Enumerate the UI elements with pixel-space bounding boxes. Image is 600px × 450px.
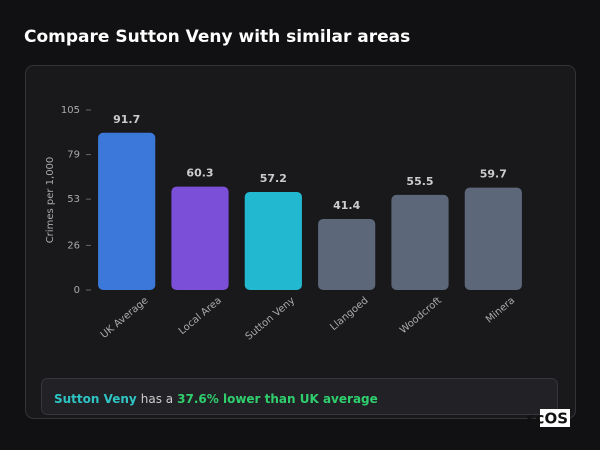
summary-text: Sutton Veny has a 37.6% lower than UK aver… <box>54 392 378 406</box>
y-tick-label: 0 <box>74 285 80 296</box>
value-label: 91.7 <box>113 113 140 126</box>
summary-plain: has a <box>141 392 173 406</box>
y-axis-label: Crimes per 1,000 <box>45 157 56 244</box>
bar <box>318 219 376 290</box>
value-label: 41.4 <box>333 199 360 212</box>
bar <box>391 194 449 290</box>
y-tick-label: 26 <box>67 240 80 251</box>
bar <box>98 132 156 290</box>
value-label: 57.2 <box>260 172 287 185</box>
logo-box <box>540 409 570 427</box>
y-tick-label: 79 <box>67 150 80 161</box>
bar <box>464 187 522 290</box>
area-name: Sutton Veny <box>54 392 137 406</box>
y-tick-label: 53 <box>67 194 80 205</box>
summary-box <box>41 378 558 415</box>
page-title: Compare Sutton Veny with similar areas <box>24 27 410 47</box>
logo: scOS <box>527 410 568 428</box>
value-label: 55.5 <box>406 175 433 188</box>
y-tick-label: 105 <box>61 105 80 116</box>
value-label: 59.7 <box>480 168 507 181</box>
value-label: 60.3 <box>186 167 213 180</box>
summary-highlight: 37.6% lower than UK average <box>177 392 378 406</box>
bar <box>171 186 229 290</box>
bar <box>244 191 302 290</box>
